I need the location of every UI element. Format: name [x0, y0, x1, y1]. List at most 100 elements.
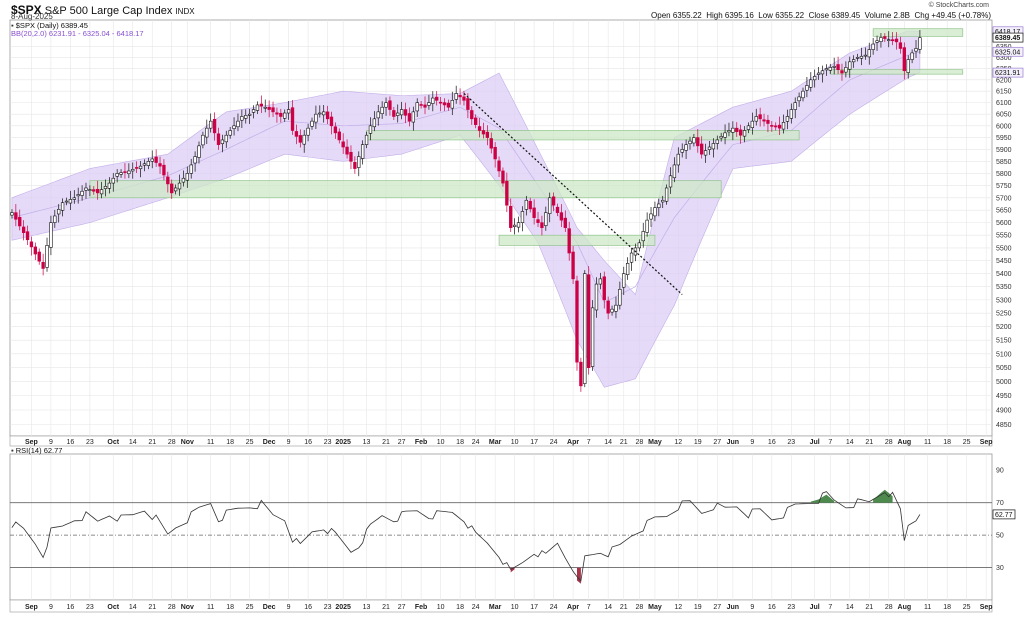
rsi-x-axis: [9, 599, 993, 613]
price-y-tick: 5750: [996, 183, 1012, 190]
price-x-tick: 18: [943, 439, 951, 446]
candle-body: [435, 96, 439, 101]
price-x-tick: 21: [620, 439, 628, 446]
price-y-tick: 5200: [996, 324, 1012, 331]
support-zone: [89, 180, 722, 199]
candle-body: [134, 167, 139, 169]
low-value: 6355.22: [775, 11, 805, 20]
candle-body: [653, 207, 657, 217]
candle-body: [602, 276, 606, 301]
candle-body: [33, 246, 37, 255]
candle-body: [396, 112, 400, 116]
rsi-x-tick: 10: [437, 604, 445, 611]
candle-body: [57, 209, 61, 215]
rsi-value-tag: 62.77: [995, 512, 1013, 519]
rsi-x-tick: 14: [129, 604, 137, 611]
candle-body: [337, 131, 341, 141]
candle-body: [364, 134, 369, 145]
candle-body: [372, 118, 377, 128]
price-x-tick: 23: [324, 439, 332, 446]
candle-body: [738, 129, 743, 136]
candle-body: [388, 100, 392, 110]
candle-body: [700, 143, 704, 155]
close-value: 6389.45: [831, 11, 861, 20]
candle-body: [341, 141, 345, 148]
rsi-x-tick: 27: [713, 604, 721, 611]
candle-body: [158, 163, 162, 167]
candle-body: [45, 245, 49, 268]
candle-body: [587, 274, 591, 368]
price-y-tick: 5900: [996, 147, 1012, 154]
rsi-x-tick: 24: [550, 604, 558, 611]
candle-body: [298, 135, 302, 143]
candle-body: [41, 261, 45, 269]
price-x-tick: Dec: [263, 439, 276, 446]
candle-body: [76, 194, 80, 197]
price-y-tick: 5350: [996, 284, 1012, 291]
rsi-x-tick: 21: [865, 604, 873, 611]
candle-body: [345, 146, 349, 155]
candle-body: [489, 138, 493, 149]
rsi-x-tick: Oct: [107, 604, 119, 611]
candle-body: [201, 134, 205, 146]
candle-body: [485, 131, 490, 138]
candle-body: [275, 112, 279, 115]
candle-body: [458, 94, 462, 98]
candle-body: [618, 289, 622, 306]
candle-body: [360, 144, 365, 159]
candle-body: [470, 110, 474, 120]
candle-body: [688, 140, 692, 145]
candle-body: [462, 96, 466, 101]
candle-body: [310, 120, 314, 127]
candle-body: [415, 102, 419, 112]
price-x-tick: 23: [86, 439, 94, 446]
rsi-x-tick: 18: [456, 604, 464, 611]
price-x-axis: [9, 435, 993, 447]
rsi-overbought-fill: [873, 489, 893, 503]
candle-body: [645, 219, 649, 233]
candle-body: [119, 172, 123, 175]
candle-body: [664, 187, 669, 202]
price-x-tick: 16: [768, 439, 776, 446]
candle-body: [240, 116, 244, 121]
price-x-tick: 10: [511, 439, 519, 446]
price-y-tick: 5300: [996, 297, 1012, 304]
candle-body: [715, 139, 719, 144]
candle-body: [189, 164, 193, 174]
candle-body: [407, 113, 412, 122]
candle-body: [392, 110, 396, 117]
candle-body: [777, 124, 782, 129]
rsi-x-tick: May: [648, 604, 662, 611]
candle-body: [750, 120, 755, 128]
rsi-x-tick: 24: [472, 604, 480, 611]
candle-body: [571, 251, 575, 280]
price-x-tick: 2025: [335, 439, 351, 446]
candle-body: [742, 130, 747, 137]
price-y-tick: 6200: [996, 77, 1012, 84]
candle-body: [672, 164, 677, 179]
candle-body: [629, 252, 634, 263]
rsi-x-tick: 21: [620, 604, 628, 611]
rsi-x-tick: 14: [846, 604, 854, 611]
chg-value: +49.45 (+0.78%): [931, 11, 991, 20]
price-tag-box: [992, 32, 1024, 43]
candle-body: [84, 187, 88, 191]
price-tag: 6325.04: [995, 49, 1020, 56]
candle-body: [474, 117, 478, 125]
candle-body: [614, 304, 618, 312]
candle-body: [594, 283, 599, 311]
candle-body: [25, 231, 30, 241]
candle-body: [333, 126, 338, 134]
candle-body: [493, 146, 497, 160]
candle-body: [879, 37, 883, 42]
candle-body: [887, 39, 891, 41]
candle-body: [212, 118, 217, 134]
price-x-tick: Jul: [810, 439, 820, 446]
candle-body: [427, 102, 431, 106]
candle-body: [661, 199, 665, 203]
candle-body: [154, 156, 158, 163]
candle-body: [816, 72, 821, 75]
rsi-legend-icon: ▪: [11, 446, 14, 455]
rsi-legend: ▪ RSI(14) 62.77: [11, 446, 62, 455]
candle-body: [357, 156, 361, 168]
